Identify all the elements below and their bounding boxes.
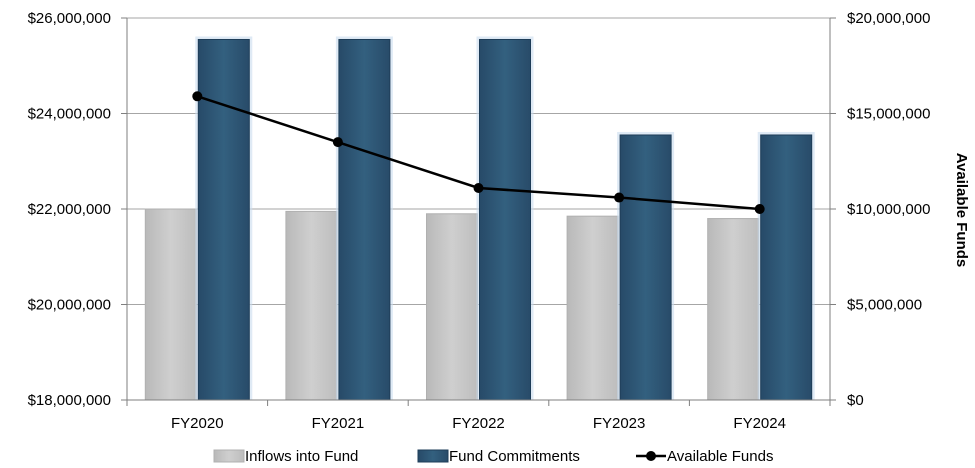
x-tick-label: FY2024 <box>733 415 786 432</box>
legend-commitments-swatch <box>417 449 449 463</box>
legend-inflows-label: Inflows into Fund <box>245 448 358 465</box>
right-tick-label: $10,000,000 <box>847 201 930 218</box>
inflow-bar <box>566 215 619 401</box>
legend-inflows-swatch <box>213 449 245 463</box>
commitment-bar <box>760 134 813 401</box>
x-tick-label: FY2020 <box>171 415 224 432</box>
commitment-bar <box>619 134 672 401</box>
right-axis-title: Available Funds <box>953 153 970 267</box>
legend-available-funds-marker <box>646 451 656 461</box>
x-tick-label: FY2022 <box>452 415 505 432</box>
left-tick-label: $20,000,000 <box>28 297 111 314</box>
left-tick-label: $22,000,000 <box>28 201 111 218</box>
commitment-bar <box>338 38 391 401</box>
x-tick-label: FY2023 <box>593 415 646 432</box>
commitment-bar <box>197 38 250 401</box>
commitment-bar <box>479 38 531 401</box>
available-funds-line <box>192 91 765 214</box>
right-tick-label: $20,000,000 <box>847 10 930 27</box>
x-tick-label: FY2021 <box>312 415 365 432</box>
inflow-bar <box>144 208 197 401</box>
left-axis-tick-labels: $18,000,000 $20,000,000 $22,000,000 $24,000… <box>28 10 111 409</box>
inflow-bar <box>707 218 760 401</box>
inflow-bar <box>426 213 478 401</box>
left-tick-label: $26,000,000 <box>28 10 111 27</box>
left-tick-label: $24,000,000 <box>28 106 111 123</box>
x-axis-tick-labels: FY2020 FY2021 FY2022 FY2023 FY2024 <box>171 415 786 432</box>
right-tick-label: $0 <box>847 392 864 409</box>
left-tick-label: $18,000,000 <box>28 392 111 409</box>
available-funds-point <box>192 91 203 102</box>
legend-available-funds-label: Available Funds <box>667 448 773 465</box>
right-axis-tick-labels: $0 $5,000,000 $10,000,000 $15,000,000 $20,00… <box>847 10 930 409</box>
axes <box>121 17 836 406</box>
legend: Inflows into Fund Fund Commitments Availab… <box>213 448 773 465</box>
inflow-bar <box>285 210 338 401</box>
available-funds-point <box>473 182 484 193</box>
right-tick-label: $15,000,000 <box>847 106 930 123</box>
bars <box>144 36 815 401</box>
right-tick-label: $5,000,000 <box>847 297 922 314</box>
legend-commitments-label: Fund Commitments <box>449 448 580 465</box>
available-funds-point <box>332 137 343 148</box>
available-funds-point <box>614 192 625 203</box>
available-funds-point <box>754 204 765 214</box>
